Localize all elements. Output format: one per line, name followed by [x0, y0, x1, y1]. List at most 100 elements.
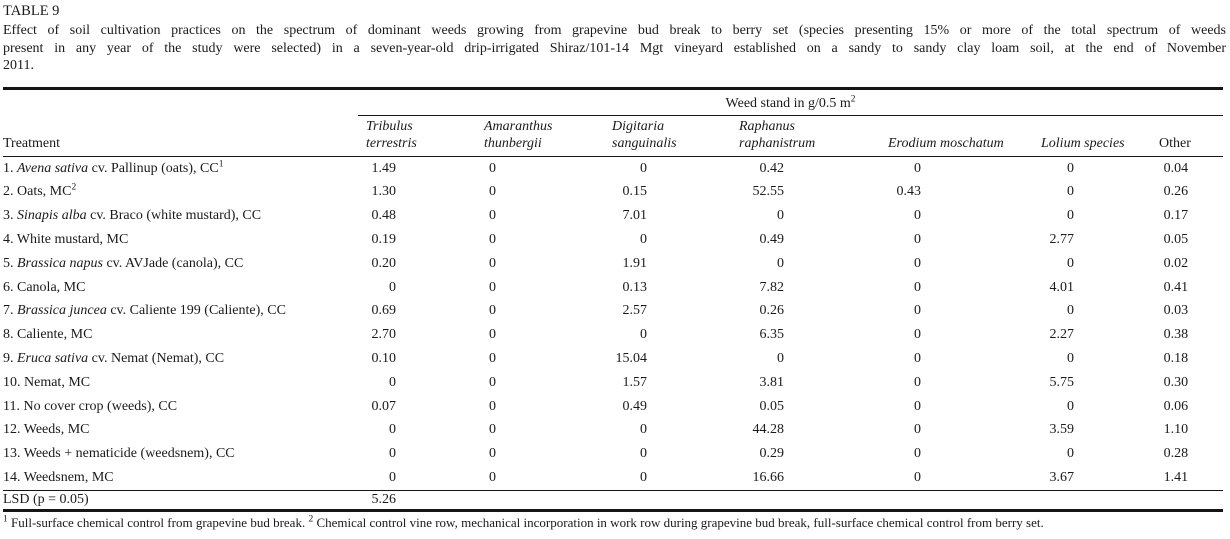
text-segment: 6. Canola, MC — [3, 279, 86, 295]
value-cell-tribulus-terrestris: 0.07 — [371, 398, 397, 414]
column-header-lolium-species: Lolium species — [1033, 115, 1151, 157]
value-cell-lolium-species: 0 — [1067, 208, 1074, 224]
value-cell-tribulus-terrestris: 2.70 — [371, 327, 397, 343]
treatment-row: 9. Eruca sativa cv. Nemat (Nemat), CC 0.1… — [3, 347, 1223, 371]
text-segment: cv. Caliente 199 (Caliente), CC — [106, 303, 286, 319]
text-segment: Sinapis alba — [17, 208, 87, 224]
treatment-cell: 12. Weeds, MC — [3, 419, 358, 443]
text-segment: 3. — [3, 208, 17, 224]
treatment-row: 8. Caliente, MC 2.70 0 0 6.35 0 2.27 0.38 — [3, 323, 1223, 347]
treatment-row: 14. Weedsnem, MC 0 0 0 16.66 0 3.67 1.41 — [3, 466, 1224, 491]
text-segment: Eruca sativa — [17, 351, 89, 367]
value-cell-tribulus-terrestris: 0.10 — [371, 351, 397, 367]
value-cell-erodium-moschatum: 0 — [880, 466, 1033, 491]
treatment-cell: 9. Eruca sativa cv. Nemat (Nemat), CC — [3, 347, 358, 371]
superscript: 2 — [71, 182, 77, 193]
text-segment: Brassica juncea — [17, 303, 107, 319]
treatment-cell: 6. Canola, MC — [3, 276, 358, 300]
value-cell-amaranthus-thunbergii: 0 — [489, 255, 496, 271]
text-segment: LSD (p = 0.05) — [3, 491, 89, 507]
weed-stand-header-text: Weed stand in g/0.5 m — [725, 95, 851, 111]
value-cell-raphanus-raphanistrum: 0 — [777, 351, 784, 367]
text-segment: 5. — [3, 255, 17, 271]
treatment-row: 12. Weeds, MC 0 0 0 44.28 0 3.59 1.10 — [3, 419, 1223, 443]
text-segment: 14. Weedsnem, MC — [3, 470, 114, 486]
value-cell-other: 0.41 — [1163, 279, 1189, 295]
weed-stand-header-sup: 2 — [850, 94, 856, 105]
value-cell-other: 0.18 — [1163, 351, 1189, 367]
value-cell-raphanus-raphanistrum: 44.28 — [752, 422, 785, 438]
value-cell-tribulus-terrestris: 0.20 — [371, 255, 397, 271]
span-header-spacer — [3, 88, 358, 115]
value-cell-digitaria-sanguinalis: 0 — [640, 446, 647, 462]
treatment-row: 1. Avena sativa cv. Pallinup (oats), CC1… — [3, 156, 1223, 180]
column-header-row: Treatment Tribulus terrestris Amaranthus th… — [3, 115, 1224, 157]
treatment-cell: 3. Sinapis alba cv. Braco (white mustard… — [3, 204, 358, 228]
value-cell-other: 0.06 — [1163, 398, 1189, 414]
value-cell-other: 1.10 — [1163, 422, 1189, 438]
value-cell-other: 0.26 — [1163, 184, 1189, 200]
value-cell-lolium-species: 0 — [1067, 446, 1074, 462]
value-cell-other — [1151, 490, 1223, 510]
value-cell-lolium-species: 0 — [1067, 303, 1074, 319]
column-header-tribulus-terrestris: Tribulus terrestris — [358, 115, 476, 157]
text-segment: cv. Braco (white mustard), CC — [86, 208, 262, 224]
value-cell-digitaria-sanguinalis: 15.04 — [615, 351, 648, 367]
treatment-cell: 5. Brassica napus cv. AVJade (canola), C… — [3, 252, 358, 276]
value-cell-raphanus-raphanistrum: 16.66 — [731, 466, 880, 491]
value-cell-amaranthus-thunbergii: 0 — [476, 466, 604, 491]
value-cell-digitaria-sanguinalis — [604, 490, 731, 510]
lsd-row: LSD (p = 0.05) 5.26 — [3, 490, 1223, 510]
text-segment: 4. White mustard, MC — [3, 232, 129, 248]
text-segment: 8. Caliente, MC — [3, 327, 93, 343]
value-cell-other: 0.05 — [1163, 232, 1189, 248]
value-cell-other: 1.41 — [1151, 466, 1224, 491]
value-cell-other: 0.02 — [1163, 255, 1189, 271]
text-segment: 10. Nemat, MC — [3, 374, 91, 390]
value-cell-raphanus-raphanistrum: 0.05 — [759, 398, 785, 414]
superscript: 1 — [3, 514, 8, 525]
value-cell-tribulus-terrestris: 0 — [389, 422, 396, 438]
value-cell-erodium-moschatum — [880, 490, 1033, 510]
treatment-cell: 14. Weedsnem, MC — [3, 466, 358, 491]
treatment-cell: 4. White mustard, MC — [3, 228, 358, 252]
value-cell-raphanus-raphanistrum: 0.26 — [759, 303, 785, 319]
caption-line: present in any year of the study were se… — [3, 40, 1226, 56]
value-cell-lolium-species: 4.01 — [1049, 279, 1075, 295]
value-cell-lolium-species — [1033, 490, 1151, 510]
superscript: 1 — [218, 159, 224, 170]
value-cell-erodium-moschatum: 0 — [914, 398, 921, 414]
weed-stand-header: Weed stand in g/0.5 m2 — [358, 88, 1224, 116]
value-cell-amaranthus-thunbergii: 0 — [489, 208, 496, 224]
value-cell-raphanus-raphanistrum: 52.55 — [752, 184, 785, 200]
value-cell-amaranthus-thunbergii: 0 — [489, 422, 496, 438]
text-segment: 1. — [3, 160, 17, 176]
value-cell-tribulus-terrestris: 0 — [389, 374, 396, 390]
value-cell-tribulus-terrestris: 0.69 — [371, 303, 397, 319]
table-body: 1. Avena sativa cv. Pallinup (oats), CC1… — [3, 156, 1224, 510]
column-header-amaranthus-thunbergii: Amaranthus thunbergii — [476, 115, 604, 157]
treatment-cell: 2. Oats, MC2 — [3, 181, 358, 205]
footnote: 1 Full-surface chemical control from gra… — [3, 515, 1226, 531]
treatment-cell: 11. No cover crop (weeds), CC — [3, 395, 358, 419]
value-cell-tribulus-terrestris: 0.48 — [371, 208, 397, 224]
value-cell-raphanus-raphanistrum: 0.42 — [759, 160, 785, 176]
value-cell-raphanus-raphanistrum — [731, 490, 880, 510]
treatment-row: 4. White mustard, MC 0.19 0 0 0.49 0 2.77 0.05 — [3, 228, 1223, 252]
value-cell-erodium-moschatum: 0 — [914, 327, 921, 343]
value-cell-amaranthus-thunbergii: 0 — [489, 279, 496, 295]
value-cell-erodium-moschatum: 0 — [914, 255, 921, 271]
text-segment: 12. Weeds, MC — [3, 422, 90, 438]
value-cell-raphanus-raphanistrum: 0.49 — [759, 232, 785, 248]
treatment-row: 7. Brassica juncea cv. Caliente 199 (Cal… — [3, 300, 1223, 324]
table-caption: Effect of soil cultivation practices on … — [3, 22, 1226, 75]
value-cell-raphanus-raphanistrum: 0 — [777, 208, 784, 224]
value-cell-amaranthus-thunbergii: 0 — [489, 398, 496, 414]
value-cell-tribulus-terrestris: 1.30 — [371, 184, 397, 200]
column-header-raphanus-raphanistrum: Raphanus raphanistrum — [731, 115, 880, 157]
value-cell-amaranthus-thunbergii: 0 — [489, 184, 496, 200]
value-cell-erodium-moschatum: 0.43 — [896, 184, 922, 200]
weed-stand-table: Weed stand in g/0.5 m2 Treatment Tribulu… — [3, 86, 1224, 512]
value-cell-raphanus-raphanistrum: 3.81 — [759, 374, 785, 390]
